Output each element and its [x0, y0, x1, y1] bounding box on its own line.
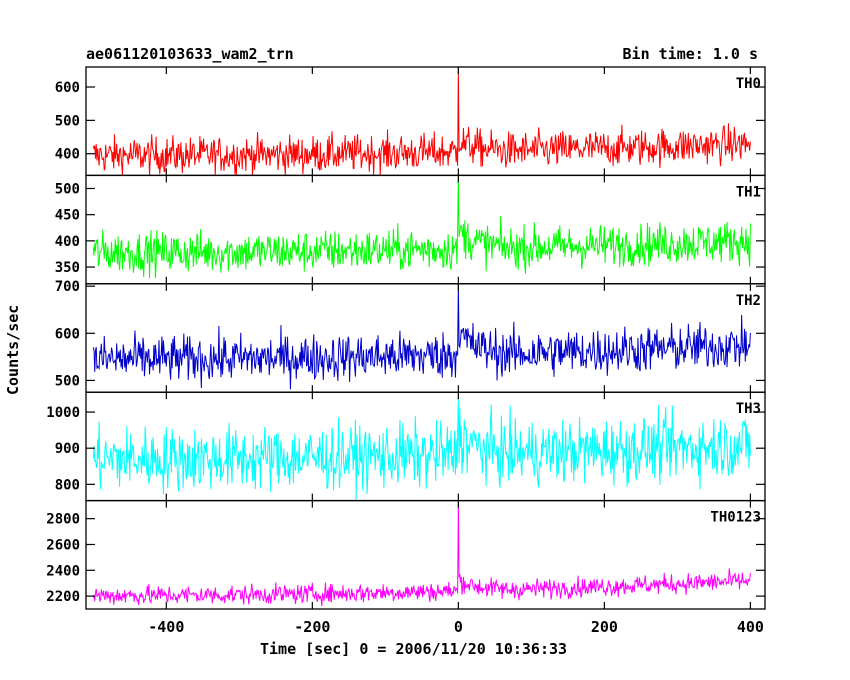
x-axis-label: Time [sec] 0 = 2006/11/20 10:36:33 — [260, 640, 568, 658]
series-line-th0123 — [92, 500, 751, 607]
bin-time-label: Bin time: 1.0 s — [622, 45, 758, 63]
y-tick-label: 1000 — [46, 405, 80, 421]
y-tick-label: 2600 — [46, 537, 80, 553]
panel-frame-th0 — [85, 66, 766, 177]
y-tick-label: 600 — [55, 80, 80, 96]
y-tick-label: 2800 — [46, 512, 80, 528]
series-name-th2: TH2 — [736, 293, 761, 309]
series-line-th0 — [92, 66, 751, 176]
series-line-th3 — [92, 397, 751, 501]
y-tick-label: 700 — [55, 279, 80, 295]
y-tick-label: 2400 — [46, 563, 80, 579]
series-name-th0123: TH0123 — [710, 510, 761, 526]
x-tick-label: -200 — [294, 618, 330, 636]
y-tick-label: 800 — [55, 477, 80, 493]
y-tick-label: 500 — [55, 373, 80, 389]
x-tick-label: 0 — [454, 618, 463, 636]
series-name-th0: TH0 — [736, 76, 761, 92]
y-tick-label: 500 — [55, 113, 80, 129]
y-axis-label: Counts/sec — [4, 304, 22, 395]
chart-title: ae061120103633_wam2_trn — [86, 45, 294, 63]
y-tick-label: 450 — [55, 208, 80, 224]
series-name-th1: TH1 — [736, 184, 761, 200]
x-tick-label: -400 — [148, 618, 184, 636]
panel-frame-th0123 — [85, 499, 766, 610]
y-tick-label: 900 — [55, 441, 80, 457]
x-tick-label: 200 — [591, 618, 618, 636]
y-tick-label: 2200 — [46, 589, 80, 605]
series-line-th1 — [92, 175, 751, 279]
series-name-th3: TH3 — [736, 401, 761, 417]
y-tick-label: 400 — [55, 147, 80, 163]
x-tick-label: 400 — [737, 618, 764, 636]
y-tick-label: 400 — [55, 234, 80, 250]
y-tick-label: 500 — [55, 181, 80, 197]
series-line-th2 — [92, 283, 751, 390]
y-tick-label: 600 — [55, 326, 80, 342]
y-tick-label: 350 — [55, 260, 80, 276]
